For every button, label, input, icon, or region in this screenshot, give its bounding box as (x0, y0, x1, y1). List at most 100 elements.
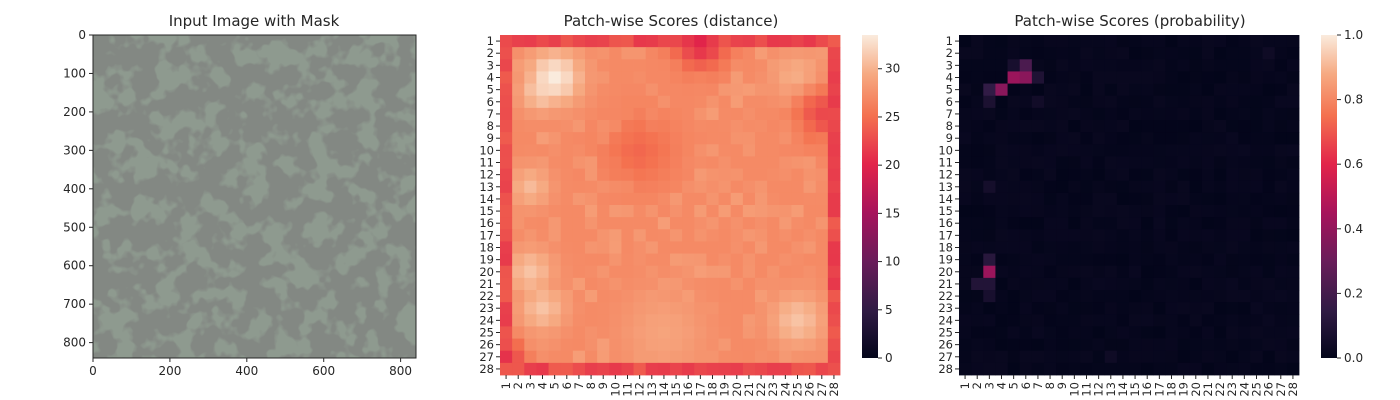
y-tick-label: 19 (479, 253, 494, 267)
heatmap-cell (1056, 156, 1069, 169)
heatmap-cell (633, 132, 647, 145)
heatmap-cell (1165, 290, 1178, 303)
heatmap-cell (1262, 168, 1276, 182)
heatmap-cell (1019, 229, 1033, 242)
heatmap-cell (1007, 107, 1021, 121)
heatmap-cell (500, 132, 513, 145)
heatmap-cell (730, 350, 744, 364)
heatmap-cell (500, 120, 513, 133)
heatmap-cell (597, 156, 610, 169)
heatmap-cell (500, 350, 513, 364)
heatmap-cell (609, 338, 622, 352)
heatmap-cell (1262, 290, 1276, 303)
heatmap-cell (560, 350, 574, 364)
heatmap-cell (1214, 180, 1227, 194)
heatmap-cell (1080, 241, 1093, 254)
heatmap-cell (1274, 144, 1288, 157)
heatmap-cell (536, 156, 549, 169)
heatmap-cell (742, 362, 756, 376)
heatmap-cell (572, 47, 586, 60)
heatmap-cell (609, 205, 622, 218)
heatmap-cell (1116, 95, 1130, 109)
heatmap-cell (718, 83, 732, 97)
heatmap-cell (1080, 253, 1093, 267)
heatmap-cell (1286, 241, 1300, 254)
heatmap-cell (621, 95, 634, 109)
heatmap-cell (1189, 314, 1203, 327)
colorbar-tick-label: 0 (885, 351, 893, 365)
heatmap-cell (767, 95, 780, 109)
heatmap-cell (971, 205, 984, 218)
heatmap-cell (1250, 362, 1263, 376)
colorbar-probability (1321, 35, 1337, 358)
heatmap-cell (1189, 290, 1203, 303)
heatmap-cell (682, 168, 695, 182)
heatmap-cell (609, 253, 622, 267)
heatmap-cell (621, 71, 634, 84)
heatmap-cell (560, 362, 574, 376)
heatmap-cell (827, 290, 841, 303)
heatmap-cell (536, 71, 549, 84)
heatmap-cell (1153, 314, 1166, 327)
heatmap-cell (597, 205, 610, 218)
heatmap-cell (1165, 302, 1178, 315)
heatmap-cell (755, 241, 768, 254)
y-tick-label: 15 (938, 204, 953, 218)
heatmap-cell (718, 205, 732, 218)
heatmap-cell (779, 338, 792, 352)
heatmap-cell (670, 144, 683, 157)
heatmap-cell (1044, 290, 1057, 303)
heatmap-cell (791, 362, 804, 376)
heatmap-cell (633, 253, 647, 267)
heatmap-cell (983, 205, 996, 218)
heatmap-cell (971, 217, 984, 230)
heatmap-cell (645, 362, 659, 376)
heatmap-cell (597, 180, 610, 194)
y-tick-label: 4 (487, 71, 494, 85)
x-tick-label: 7 (1031, 382, 1045, 389)
heatmap-cell (657, 156, 671, 169)
heatmap-cell (767, 326, 780, 339)
heatmap-cell (1031, 326, 1045, 339)
heatmap-cell (682, 290, 695, 303)
heatmap-cell (1092, 205, 1106, 218)
heatmap-cell (694, 168, 707, 182)
heatmap-cell (597, 302, 610, 315)
heatmap-cell (1044, 168, 1057, 182)
heatmap-cell (755, 253, 768, 267)
heatmap-cell (995, 217, 1008, 230)
y-tick-label: 6 (487, 95, 494, 109)
x-tick-label: 2 (511, 382, 525, 389)
heatmap-cell (827, 302, 841, 315)
heatmap-cell (1189, 180, 1203, 194)
heatmap-cell (1068, 107, 1081, 121)
y-tick-label: 7 (487, 107, 494, 121)
heatmap-cell (827, 338, 841, 352)
heatmap-cell (645, 350, 659, 364)
heatmap-cell (1129, 277, 1142, 291)
heatmap-cell (742, 253, 756, 267)
heatmap-cell (1201, 35, 1215, 48)
heatmap-cell (1056, 229, 1069, 242)
heatmap-cell (791, 83, 804, 97)
y-tick-label: 700 (63, 297, 86, 311)
heatmap-cell (1165, 265, 1178, 279)
heatmap-cell (803, 180, 817, 194)
heatmap-cell (995, 35, 1008, 48)
heatmap-cell (959, 314, 972, 327)
heatmap-cell (983, 47, 996, 60)
y-tick-label: 22 (479, 289, 494, 303)
heatmap-cell (1068, 35, 1081, 48)
heatmap-cell (1250, 168, 1263, 182)
heatmap-cell (1031, 277, 1045, 291)
heatmap-cell (1007, 71, 1021, 84)
x-tick-label: 200 (158, 364, 181, 378)
heatmap-cell (1092, 71, 1106, 84)
heatmap-cell (1141, 326, 1154, 339)
heatmap-cell (524, 71, 537, 84)
y-tick-label: 23 (938, 301, 953, 315)
heatmap-cell (512, 338, 525, 352)
heatmap-cell (755, 35, 768, 48)
heatmap-cell (1080, 47, 1093, 60)
heatmap-cell (803, 120, 817, 133)
